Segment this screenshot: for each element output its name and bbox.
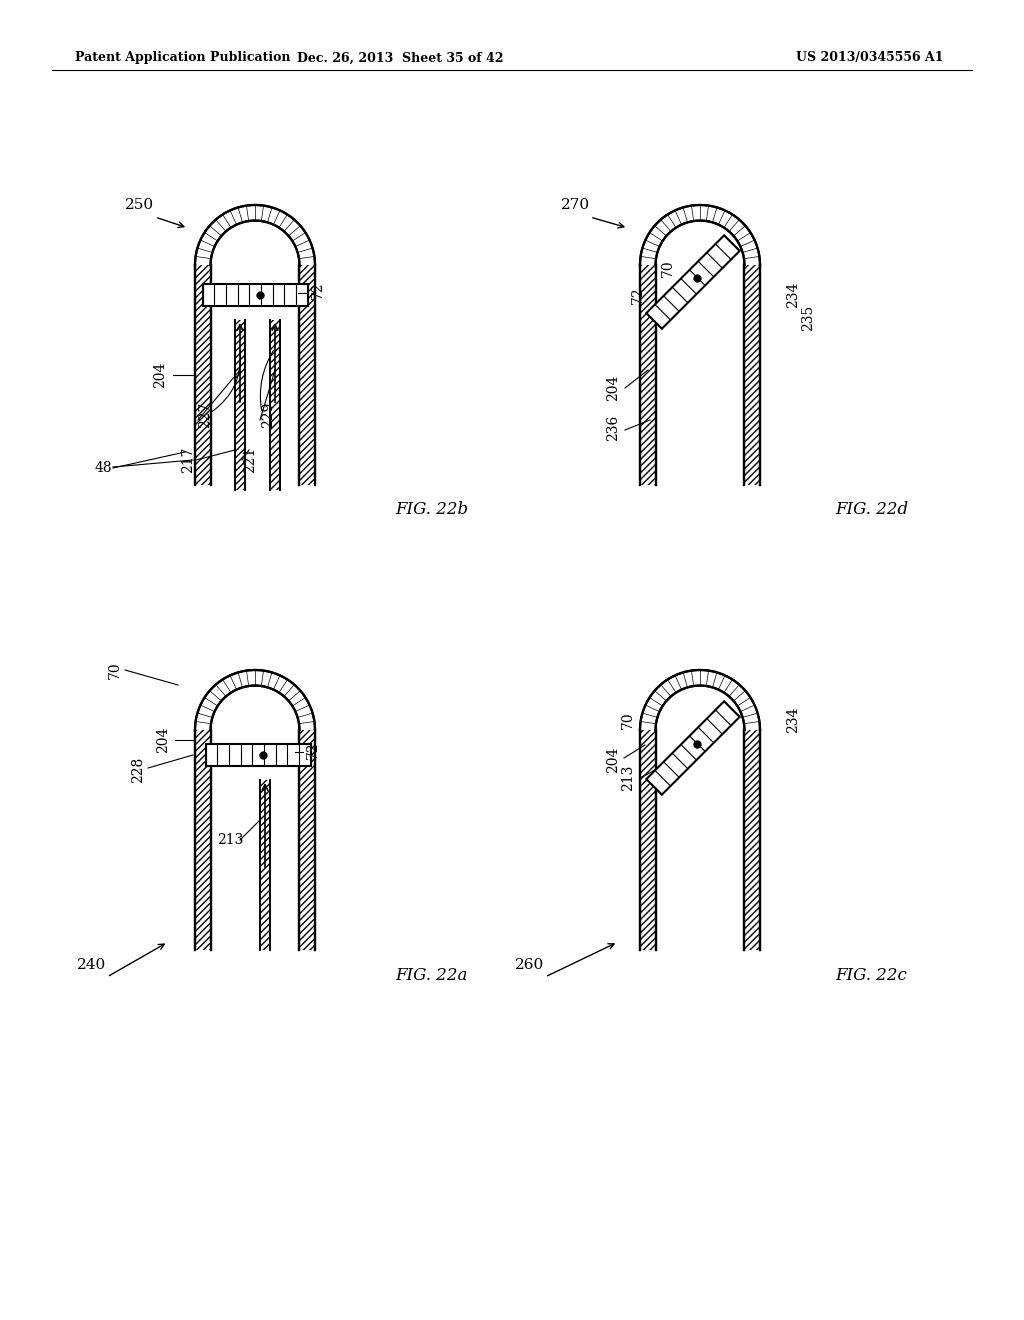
Bar — [234, 319, 245, 490]
Text: 204: 204 — [156, 727, 170, 754]
Bar — [640, 730, 655, 950]
Text: 250: 250 — [125, 198, 155, 213]
Text: Patent Application Publication: Patent Application Publication — [75, 51, 291, 65]
Text: 240: 240 — [78, 958, 106, 972]
Bar — [299, 265, 315, 484]
Polygon shape — [646, 701, 739, 795]
Text: 270: 270 — [560, 198, 590, 213]
Bar — [299, 730, 315, 950]
Text: 260: 260 — [515, 958, 545, 972]
Text: 228: 228 — [131, 756, 145, 783]
Text: 72: 72 — [311, 281, 325, 298]
Bar — [299, 265, 315, 484]
Bar — [195, 730, 211, 950]
Text: FIG. 22b: FIG. 22b — [395, 502, 468, 519]
Text: 234: 234 — [786, 281, 800, 308]
Text: 235: 235 — [801, 305, 815, 331]
Text: 213: 213 — [621, 764, 635, 791]
Bar — [270, 319, 280, 490]
Text: 229: 229 — [261, 401, 275, 428]
Bar — [640, 730, 655, 950]
Text: 204: 204 — [606, 747, 620, 774]
Text: 204: 204 — [606, 375, 620, 401]
Polygon shape — [646, 235, 739, 329]
Text: FIG. 22c: FIG. 22c — [835, 966, 906, 983]
Text: 72: 72 — [631, 286, 645, 304]
Bar — [195, 265, 211, 484]
Text: 70: 70 — [662, 259, 675, 277]
Text: 236: 236 — [606, 414, 620, 441]
Bar — [234, 319, 245, 490]
Bar — [260, 780, 270, 950]
Bar — [744, 730, 760, 950]
Bar — [744, 265, 760, 484]
Bar — [299, 730, 315, 950]
Bar — [640, 265, 655, 484]
Bar — [270, 319, 280, 490]
Bar — [640, 265, 655, 484]
Text: 70: 70 — [621, 711, 635, 729]
Text: FIG. 22d: FIG. 22d — [835, 502, 908, 519]
Text: 213: 213 — [217, 833, 243, 847]
Text: 234: 234 — [786, 706, 800, 733]
Polygon shape — [203, 284, 307, 306]
Bar — [195, 730, 211, 950]
Text: 48: 48 — [94, 461, 112, 475]
Text: US 2013/0345556 A1: US 2013/0345556 A1 — [797, 51, 944, 65]
Polygon shape — [206, 744, 310, 766]
Text: FIG. 22a: FIG. 22a — [395, 966, 467, 983]
Text: 72: 72 — [306, 742, 319, 759]
Text: 204: 204 — [153, 362, 167, 388]
Bar — [744, 265, 760, 484]
Bar — [744, 730, 760, 950]
Text: 221: 221 — [243, 446, 257, 473]
Text: Dec. 26, 2013  Sheet 35 of 42: Dec. 26, 2013 Sheet 35 of 42 — [297, 51, 503, 65]
Text: 217: 217 — [181, 446, 195, 474]
Bar — [195, 265, 211, 484]
Text: 70: 70 — [108, 661, 122, 678]
Text: 227: 227 — [198, 401, 212, 428]
Bar — [260, 780, 270, 950]
